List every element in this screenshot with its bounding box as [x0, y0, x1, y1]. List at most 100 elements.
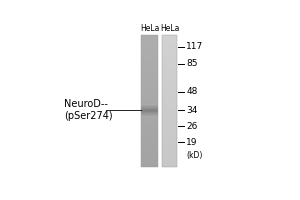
Bar: [162, 51, 177, 52]
Bar: [141, 103, 158, 104]
Bar: [162, 120, 177, 121]
Bar: [162, 151, 177, 152]
Bar: [162, 158, 177, 159]
Bar: [141, 107, 158, 108]
Bar: [162, 137, 177, 138]
Bar: [162, 60, 177, 61]
Bar: [141, 134, 158, 135]
Bar: [162, 73, 177, 74]
Bar: [162, 80, 177, 81]
Bar: [162, 105, 177, 106]
Bar: [141, 120, 158, 121]
Bar: [162, 35, 177, 36]
Bar: [141, 83, 158, 84]
Bar: [141, 41, 158, 42]
Bar: [141, 161, 158, 162]
Bar: [141, 106, 158, 107]
Bar: [162, 44, 177, 45]
Bar: [141, 142, 158, 143]
Bar: [141, 59, 158, 60]
Bar: [141, 119, 158, 120]
Bar: [141, 101, 158, 102]
Bar: [141, 109, 158, 110]
Bar: [162, 134, 177, 135]
Bar: [162, 136, 177, 137]
Bar: [141, 90, 158, 91]
Bar: [141, 44, 158, 45]
Bar: [141, 62, 158, 63]
Bar: [162, 125, 177, 126]
Bar: [141, 61, 158, 62]
Bar: [162, 114, 177, 115]
Bar: [141, 67, 158, 68]
Bar: [162, 124, 177, 125]
Bar: [141, 42, 158, 43]
Bar: [141, 45, 158, 46]
Bar: [141, 110, 158, 111]
Bar: [162, 120, 177, 121]
Bar: [141, 48, 158, 49]
Bar: [141, 80, 158, 81]
Bar: [141, 71, 158, 72]
Bar: [141, 147, 158, 148]
Bar: [141, 113, 158, 114]
Bar: [162, 92, 177, 93]
Bar: [141, 55, 158, 56]
Bar: [141, 49, 158, 50]
Bar: [162, 63, 177, 64]
Bar: [162, 45, 177, 46]
Bar: [141, 151, 158, 152]
Bar: [162, 160, 177, 161]
Bar: [141, 109, 158, 110]
Bar: [162, 146, 177, 147]
Bar: [162, 111, 177, 112]
Bar: [141, 121, 158, 122]
Text: (kD): (kD): [186, 151, 203, 160]
Bar: [141, 35, 158, 167]
Text: HeLa: HeLa: [140, 24, 159, 33]
Bar: [141, 51, 158, 52]
Text: HeLa: HeLa: [160, 24, 179, 33]
Bar: [141, 157, 158, 158]
Bar: [141, 86, 158, 87]
Text: NeuroD--
(pSer274): NeuroD-- (pSer274): [64, 99, 113, 121]
Bar: [162, 52, 177, 53]
Bar: [162, 161, 177, 162]
Bar: [141, 111, 158, 112]
Bar: [162, 97, 177, 98]
Bar: [141, 79, 158, 80]
Bar: [141, 36, 158, 37]
Bar: [141, 127, 158, 128]
Bar: [141, 102, 158, 103]
Bar: [162, 99, 177, 100]
Bar: [141, 72, 158, 73]
Bar: [162, 156, 177, 157]
Bar: [162, 133, 177, 134]
Bar: [141, 70, 158, 71]
Bar: [141, 150, 158, 151]
Bar: [141, 114, 158, 115]
Bar: [162, 154, 177, 155]
Bar: [141, 159, 158, 160]
Bar: [162, 58, 177, 59]
Bar: [141, 63, 158, 64]
Bar: [162, 90, 177, 91]
Bar: [141, 155, 158, 156]
Bar: [141, 117, 158, 118]
Bar: [141, 49, 158, 50]
Bar: [141, 113, 158, 114]
Bar: [162, 86, 177, 87]
Bar: [141, 112, 158, 113]
Bar: [162, 86, 177, 87]
Bar: [141, 52, 158, 53]
Bar: [162, 152, 177, 153]
Bar: [141, 65, 158, 66]
Bar: [162, 143, 177, 144]
Bar: [141, 82, 158, 83]
Bar: [162, 43, 177, 44]
Bar: [141, 97, 158, 98]
Bar: [162, 69, 177, 70]
Bar: [141, 85, 158, 86]
Bar: [162, 61, 177, 62]
Bar: [141, 37, 158, 38]
